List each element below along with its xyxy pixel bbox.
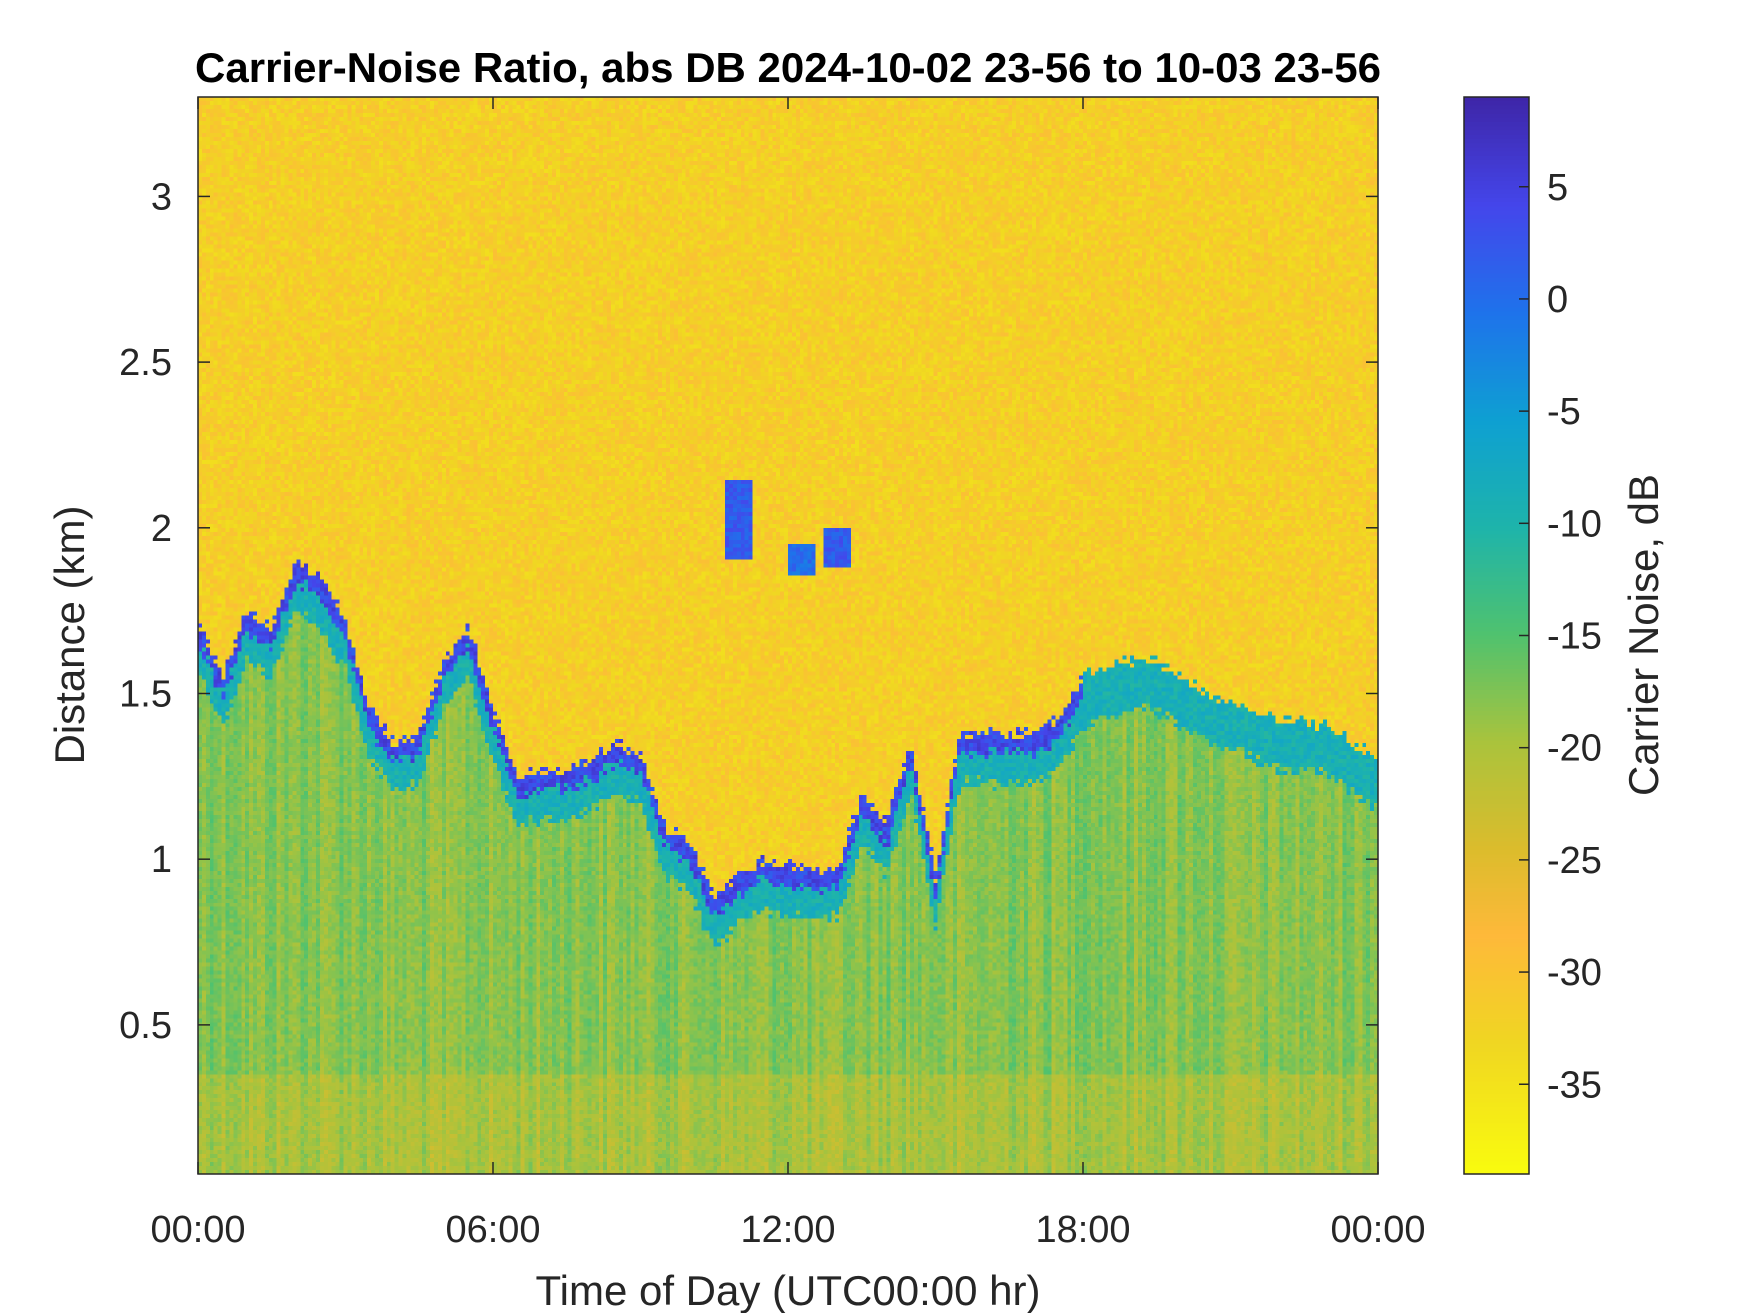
x-tick-label: 00:00 [1330, 1209, 1425, 1251]
colorbar-tick-label: -35 [1547, 1064, 1602, 1106]
colorbar-ticks: 5 0 -5 -10 -15 -20 -25 -30 -35 [1519, 167, 1602, 1106]
heatmap-image [198, 97, 1378, 1174]
colorbar-tick-label: 5 [1547, 167, 1568, 209]
chart-title: Carrier-Noise Ratio, abs DB 2024-10-02 2… [195, 44, 1381, 91]
x-tick-label: 18:00 [1035, 1209, 1130, 1251]
y-axis-ticks: 0.5 1 1.5 2 2.5 3 [119, 176, 1378, 1047]
y-tick-label: 1.5 [119, 673, 172, 715]
colorbar-tick-label: 0 [1547, 279, 1568, 321]
y-axis-label: Distance (km) [46, 505, 93, 764]
y-tick-label: 2.5 [119, 342, 172, 384]
y-tick-label: 1 [151, 839, 172, 881]
x-tick-label: 12:00 [740, 1209, 835, 1251]
y-tick-label: 0.5 [119, 1005, 172, 1047]
colorbar-gradient [1464, 97, 1529, 1174]
colorbar-tick-label: -25 [1547, 840, 1602, 882]
y-tick-label: 3 [151, 176, 172, 218]
colorbar-tick-label: -15 [1547, 616, 1602, 658]
colorbar-tick-label: -5 [1547, 391, 1581, 433]
x-axis-ticks: 00:00 06:00 12:00 18:00 00:00 [150, 97, 1426, 1251]
x-tick-label: 06:00 [445, 1209, 540, 1251]
x-axis-label: Time of Day (UTC00:00 hr) [536, 1267, 1041, 1313]
colorbar-tick-label: -20 [1547, 728, 1602, 770]
colorbar-label: Carrier Noise, dB [1620, 474, 1667, 796]
y-tick-label: 2 [151, 508, 172, 550]
colorbar-tick-label: -30 [1547, 952, 1602, 994]
plot-frame [197, 96, 1379, 1175]
x-tick-label: 00:00 [150, 1209, 245, 1251]
colorbar-tick-label: -10 [1547, 503, 1602, 545]
